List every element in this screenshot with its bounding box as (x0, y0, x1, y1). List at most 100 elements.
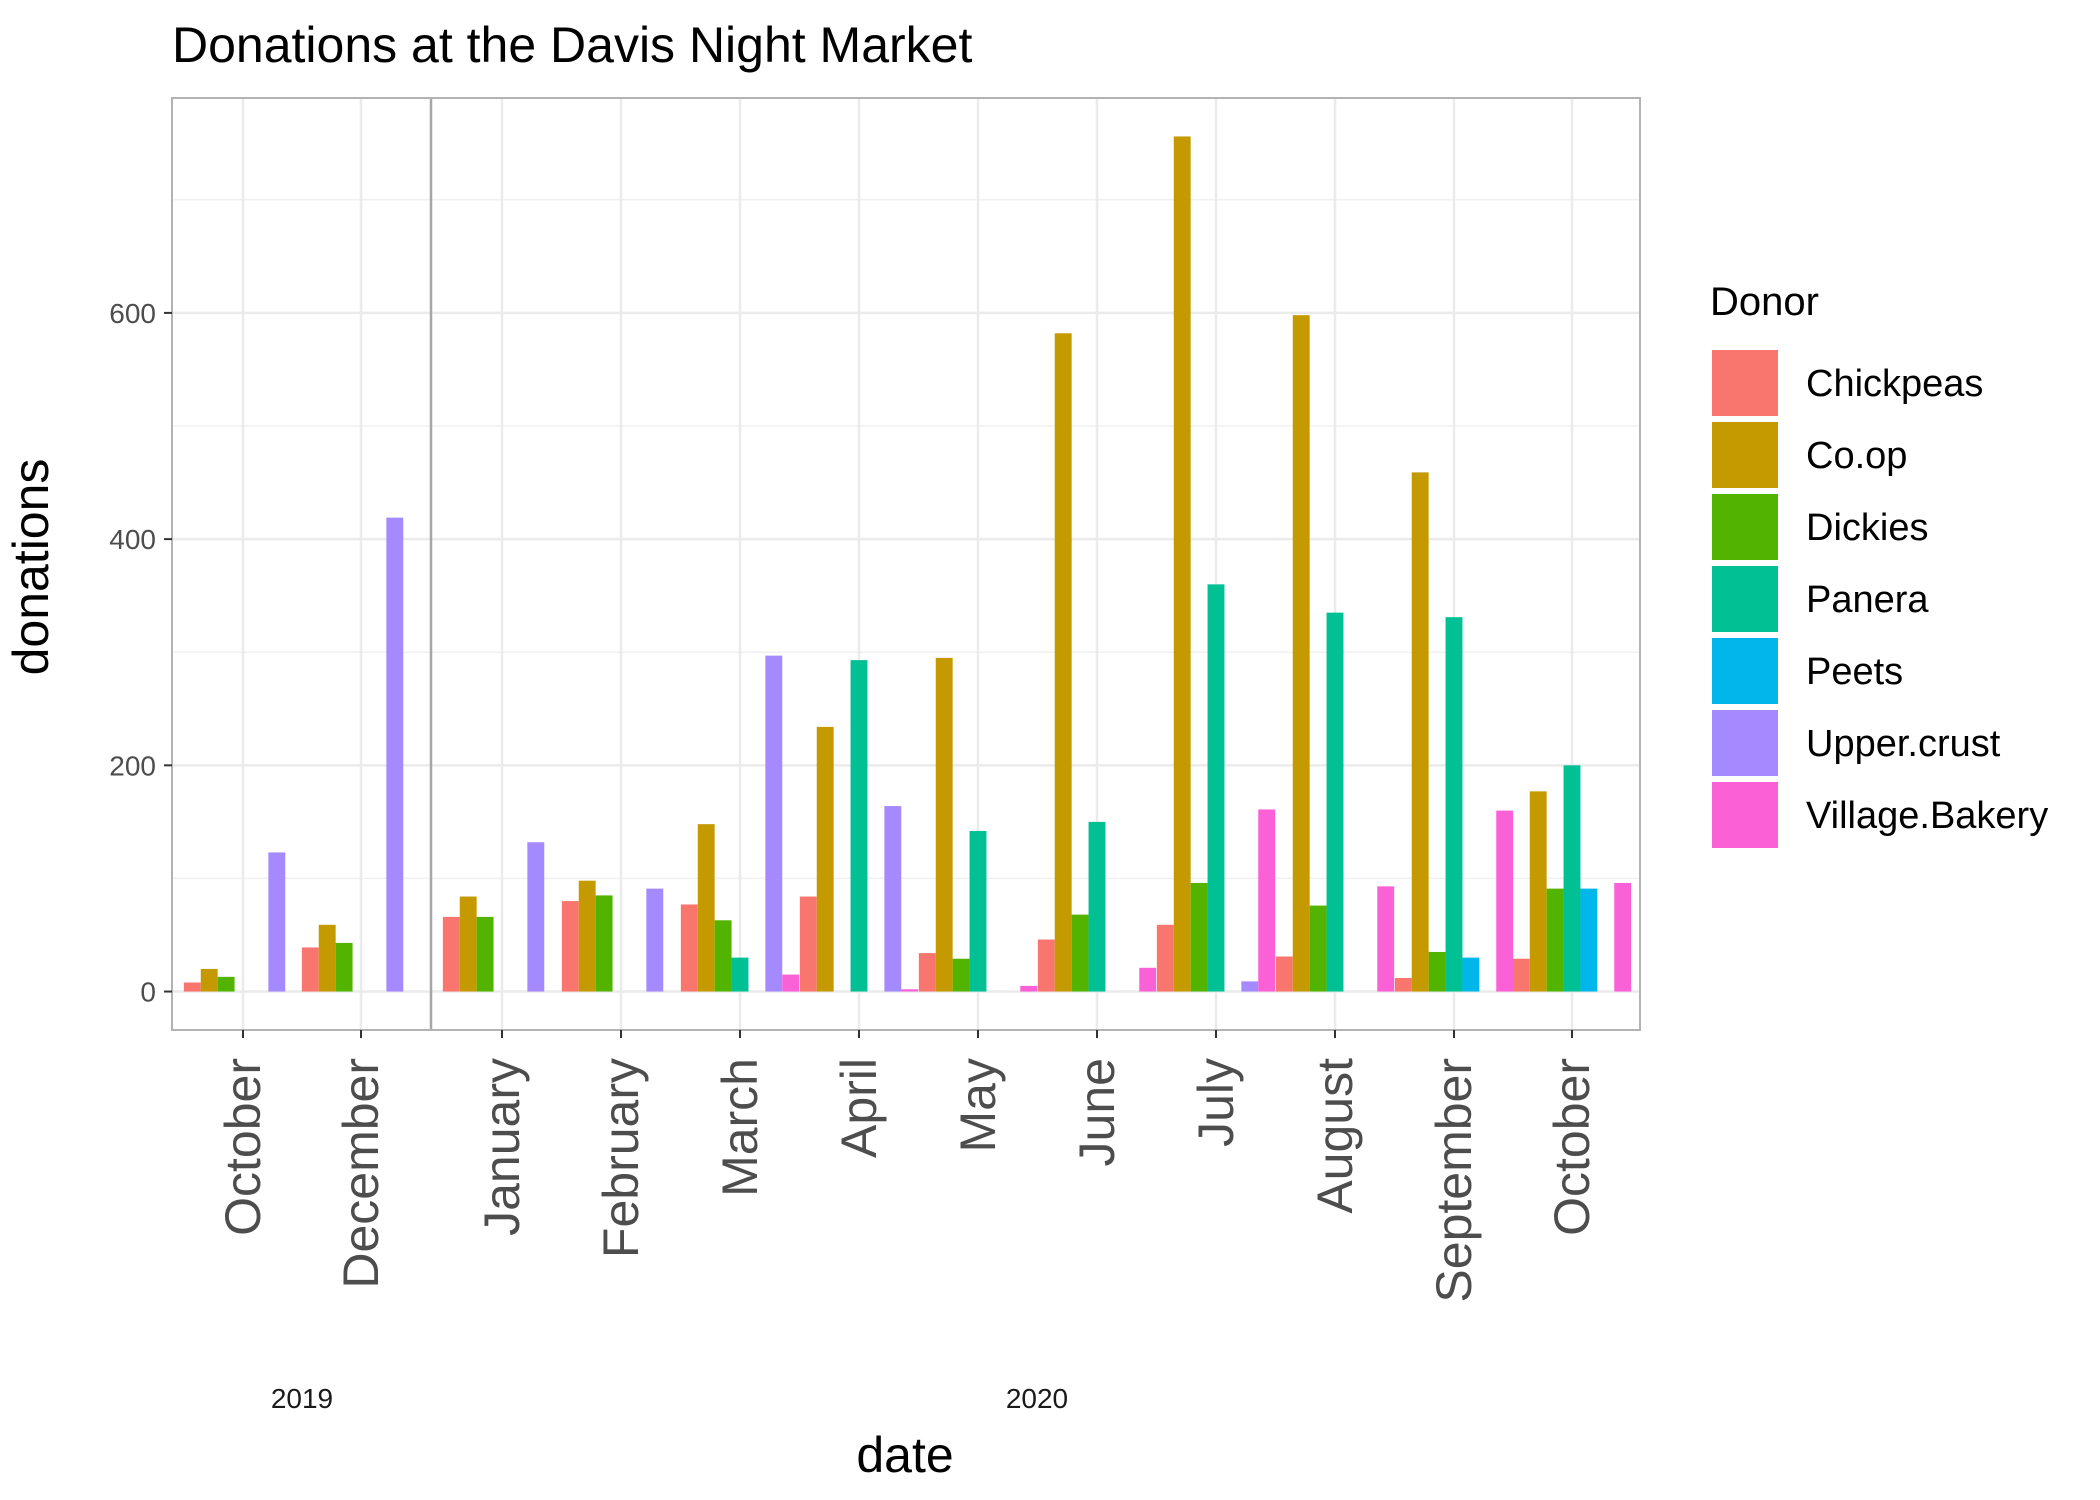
bar-co-op (318, 924, 336, 992)
bar-chickpeas (1037, 939, 1055, 992)
x-axis-title: date (856, 1427, 953, 1483)
bar-co-op (697, 824, 715, 992)
bar-village-bakery (1020, 985, 1038, 992)
bar-chickpeas (1512, 958, 1530, 992)
y-tick-label: 0 (140, 977, 156, 1008)
legend-swatch (1712, 494, 1778, 560)
legend-swatch (1712, 350, 1778, 416)
legend-swatch (1712, 782, 1778, 848)
bar-dickies (476, 916, 494, 992)
bar-co-op (1173, 136, 1191, 992)
bar-village-bakery (901, 989, 919, 992)
y-tick-label: 400 (109, 524, 156, 555)
legend-swatch (1712, 710, 1778, 776)
bar-dickies (595, 895, 613, 992)
bar-upper-crust (527, 842, 545, 992)
bar-dickies (714, 920, 732, 992)
bar-upper-crust (268, 852, 286, 992)
chart-title: Donations at the Davis Night Market (172, 17, 972, 73)
legend-label: Dickies (1806, 507, 1928, 549)
x-tick-label: September (1426, 1058, 1482, 1303)
legend-label: Chickpeas (1806, 363, 1983, 405)
y-axis: 0 200 400 600 (109, 298, 172, 1008)
bar-co-op (200, 968, 218, 992)
legend: Donor Chickpeas Co.op Dickies Panera Peets Up… (1710, 280, 2048, 848)
bar-chickpeas (301, 947, 319, 992)
bar-chickpeas (1275, 956, 1293, 992)
bar-chickpeas (799, 896, 817, 992)
bar-panera (1088, 821, 1106, 992)
y-tick-label: 200 (109, 750, 156, 781)
bar-dickies (1309, 905, 1327, 992)
bar-chickpeas (183, 982, 201, 992)
bar-upper-crust (765, 655, 783, 992)
legend-label: Upper.crust (1806, 723, 2001, 765)
x-tick-label: August (1307, 1058, 1363, 1214)
legend-swatch (1712, 422, 1778, 488)
bar-village-bakery (1258, 809, 1276, 992)
legend-label: Peets (1806, 651, 1903, 693)
bar-upper-crust (386, 517, 404, 992)
legend-label: Panera (1806, 579, 1929, 621)
legend-swatch (1712, 638, 1778, 704)
y-tick-label: 600 (109, 298, 156, 329)
bar-co-op (1292, 315, 1310, 992)
bar-chickpeas (918, 953, 936, 992)
bar-peets (1462, 957, 1480, 992)
x-axis: October December January February March April… (215, 1030, 1600, 1414)
bar-village-bakery (782, 974, 800, 992)
bar-dickies (1428, 951, 1446, 992)
x-tick-label: December (333, 1058, 389, 1289)
bar-co-op (816, 726, 834, 992)
panel-border (171, 97, 1641, 1031)
bar-panera (1207, 584, 1225, 992)
bar-co-op (578, 880, 596, 992)
bar-chickpeas (561, 901, 579, 992)
bar-dickies (217, 976, 235, 992)
x-tick-label: October (215, 1058, 271, 1236)
bar-panera (969, 830, 987, 992)
bar-village-bakery (1377, 886, 1395, 992)
bar-peets (1580, 888, 1598, 992)
y-axis-title: donations (3, 459, 59, 676)
bar-co-op (459, 896, 477, 992)
x-tick-label: June (1069, 1058, 1125, 1166)
panel-background (172, 98, 1640, 1030)
bar-co-op (935, 657, 953, 992)
legend-label: Co.op (1806, 435, 1907, 477)
bar-dickies (1190, 882, 1208, 992)
x-tick-label: February (593, 1058, 649, 1258)
x-tick-label: April (831, 1058, 887, 1158)
x-tick-label: October (1544, 1058, 1600, 1236)
bar-village-bakery (1139, 967, 1157, 992)
bar-co-op (1529, 791, 1547, 992)
x-tick-label: March (712, 1058, 768, 1197)
bar-upper-crust (884, 806, 902, 992)
legend-title: Donor (1710, 280, 1819, 324)
bar-upper-crust (646, 888, 664, 992)
bar-chickpeas (1156, 924, 1174, 992)
bar-chickpeas (680, 904, 698, 992)
bar-co-op (1411, 472, 1429, 992)
bar-co-op (1054, 333, 1072, 992)
year-label: 2020 (1006, 1383, 1068, 1414)
bar-dickies (952, 958, 970, 992)
bar-dickies (1071, 914, 1089, 992)
bar-upper-crust (1241, 981, 1259, 992)
legend-swatch (1712, 566, 1778, 632)
x-tick-label: January (474, 1058, 530, 1236)
plot-area (171, 97, 1641, 1031)
bar-panera (850, 660, 868, 992)
bar-panera (1563, 765, 1581, 992)
bar-panera (1445, 617, 1463, 992)
bar-village-bakery (1496, 810, 1514, 992)
legend-label: Village.Bakery (1806, 795, 2048, 837)
bar-panera (1326, 612, 1344, 992)
bar-dickies (335, 942, 353, 992)
bar-dickies (1546, 888, 1564, 992)
x-tick-label: May (950, 1058, 1006, 1152)
bar-chickpeas (1394, 977, 1412, 992)
x-tick-label: July (1188, 1058, 1244, 1147)
bar-panera (731, 957, 749, 992)
